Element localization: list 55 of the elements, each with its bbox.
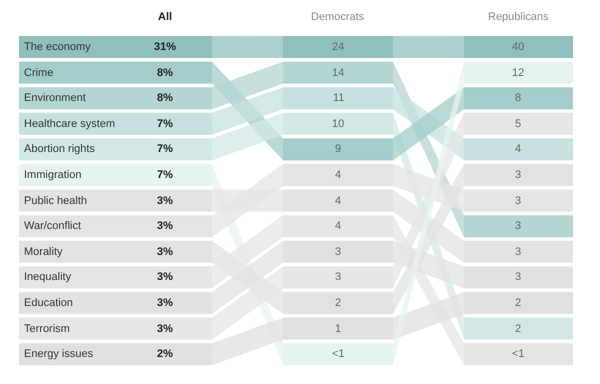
data-label: 2 (515, 297, 522, 309)
category-label: Public health (24, 195, 87, 207)
data-label: 3% (157, 323, 174, 335)
data-label: 3 (335, 246, 342, 258)
category-label: Immigration (24, 169, 82, 181)
data-label: 9 (335, 143, 342, 155)
data-label: 3 (515, 246, 522, 258)
data-label: 12 (512, 67, 524, 79)
category-label: War/conflict (24, 220, 82, 232)
data-label: 11 (333, 92, 344, 104)
category-label: Inequality (24, 271, 72, 283)
category-label: Environment (24, 92, 86, 104)
data-label: 7% (157, 143, 174, 155)
data-label: 3% (157, 246, 174, 258)
category-label: Abortion rights (24, 143, 96, 155)
data-label: 3% (157, 195, 174, 207)
data-label: 7% (157, 118, 174, 130)
data-label: 3 (515, 195, 522, 207)
data-label: <1 (332, 348, 345, 360)
data-label: 8 (515, 92, 522, 104)
data-label: 3 (515, 169, 522, 181)
category-label: Education (24, 297, 73, 309)
data-label: 8% (157, 67, 174, 79)
data-label: 3% (157, 271, 174, 283)
data-label: 4 (335, 195, 342, 207)
series-label: Republicans (488, 11, 550, 23)
data-label: 3 (515, 271, 522, 283)
category-label: The economy (24, 41, 92, 53)
data-label: 8% (157, 92, 174, 104)
category-label: Morality (24, 246, 64, 258)
category-label: Energy issues (24, 348, 94, 360)
data-label: 3% (157, 220, 174, 232)
data-label: 4 (335, 169, 342, 181)
series-label: All (158, 11, 172, 23)
series-label: Democrats (311, 11, 365, 23)
data-label: 3% (157, 297, 174, 309)
data-label: 2 (335, 297, 342, 309)
category-label: Terrorism (24, 323, 70, 335)
data-label: 40 (512, 41, 524, 53)
data-label: <1 (512, 348, 525, 360)
data-label: 4 (335, 220, 342, 232)
category-label: Healthcare system (24, 118, 116, 130)
data-label: 2 (515, 323, 522, 335)
data-label: 7% (157, 169, 174, 181)
data-label: 31% (154, 41, 176, 53)
data-label: 4 (515, 143, 522, 155)
data-label: 14 (332, 67, 344, 79)
data-label: 24 (332, 41, 344, 53)
data-label: 10 (332, 118, 344, 130)
data-label: 1 (335, 323, 342, 335)
data-label: 2% (157, 348, 174, 360)
category-label: Crime (24, 67, 54, 79)
data-label: 3 (515, 220, 522, 232)
data-label: 5 (515, 118, 522, 130)
data-label: 3 (335, 271, 342, 283)
